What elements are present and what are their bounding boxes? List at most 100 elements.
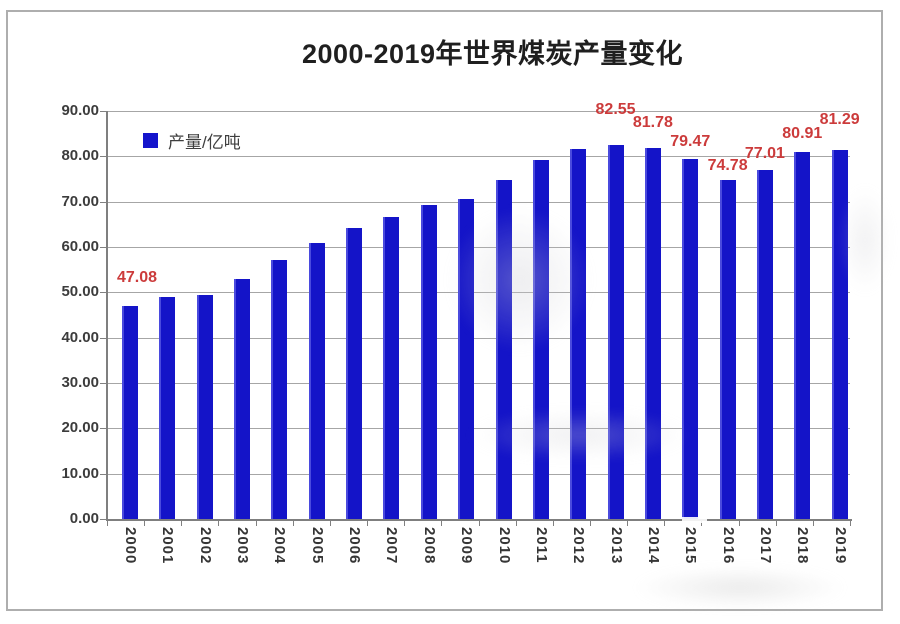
bar-2009 <box>458 199 475 519</box>
bar-2015 <box>682 158 699 519</box>
x-axis-label-2004: 2004 <box>271 527 289 565</box>
bar-2004 <box>271 260 288 519</box>
y-tick-mark <box>100 156 107 158</box>
x-axis-label-2003: 2003 <box>234 527 252 565</box>
y-axis-tick-label: 30.00 <box>61 374 99 391</box>
x-axis-label-2019: 2019 <box>831 527 849 565</box>
x-tick-mark <box>701 521 703 526</box>
x-tick-mark <box>218 521 220 526</box>
y-axis-tick-label: 80.00 <box>61 147 99 165</box>
bar-2014 <box>644 148 661 519</box>
bar-2000 <box>122 305 138 519</box>
y-tick-mark <box>100 473 107 475</box>
x-tick-mark <box>552 521 554 526</box>
y-tick-mark <box>100 292 107 294</box>
bar-2005 <box>308 242 325 519</box>
x-tick-mark <box>181 521 183 526</box>
x-tick-mark <box>441 521 443 526</box>
x-axis-label-2013: 2013 <box>607 527 625 565</box>
x-tick-mark <box>144 521 146 526</box>
x-axis-label-2002: 2002 <box>196 527 214 565</box>
legend-series-label: 产量/亿吨 <box>168 133 241 152</box>
x-axis-label-2007: 2007 <box>383 527 401 565</box>
x-axis-label-2010: 2010 <box>495 527 513 565</box>
y-axis-tick-label: 40.00 <box>61 328 99 346</box>
bar-2006 <box>346 227 363 519</box>
y-tick-mark <box>100 337 107 339</box>
y-axis-tick-label: 90.00 <box>61 102 99 119</box>
y-axis-tick-label: 70.00 <box>61 192 99 210</box>
chart-legend: 产量/亿吨 <box>143 128 241 153</box>
x-tick-mark <box>589 521 591 526</box>
y-axis-tick-label: 60.00 <box>61 238 99 255</box>
y-tick-mark <box>100 428 107 430</box>
chart-outer-frame <box>6 10 883 611</box>
x-axis-line <box>106 519 852 521</box>
bar-2016 <box>719 179 736 519</box>
data-label-2017: 77.01 <box>744 144 785 162</box>
x-tick-mark <box>107 521 108 526</box>
y-tick-mark <box>100 247 107 248</box>
x-axis-label-2000: 2000 <box>122 527 139 565</box>
x-axis-label-2011: 2011 <box>532 527 550 564</box>
gridline-40 <box>107 337 850 339</box>
x-axis-label-2015: 2015 <box>682 527 700 565</box>
x-axis-label-2005: 2005 <box>308 527 326 565</box>
x-tick-mark <box>850 521 851 526</box>
x-axis-label-2012: 2012 <box>570 527 588 565</box>
data-label-2014: 81.78 <box>632 114 673 132</box>
x-tick-mark <box>627 521 629 526</box>
x-axis-label-2018: 2018 <box>794 527 812 565</box>
x-tick-mark <box>738 521 740 526</box>
gridline-30 <box>107 383 850 384</box>
bar-2008 <box>420 205 437 519</box>
y-axis-tick-label: 10.00 <box>61 464 99 482</box>
x-tick-mark <box>329 521 331 526</box>
y-axis-tick-label: 50.00 <box>61 283 99 301</box>
y-tick-mark <box>100 519 107 520</box>
y-tick-mark <box>100 383 107 384</box>
bar-2018 <box>794 152 811 519</box>
x-axis-label-2009: 2009 <box>458 527 476 565</box>
bar-2011 <box>532 159 549 519</box>
x-axis-label-2006: 2006 <box>346 527 364 565</box>
bar-2017 <box>756 169 773 519</box>
bar-2010 <box>495 180 512 519</box>
data-label-2018: 80.91 <box>782 125 823 143</box>
x-axis-label-2016: 2016 <box>719 527 737 565</box>
x-tick-mark <box>775 521 777 526</box>
gridline-50 <box>107 292 850 294</box>
legend-color-swatch-icon <box>143 133 158 148</box>
bar-2013 <box>607 144 624 519</box>
x-tick-mark <box>515 521 517 526</box>
x-axis-label-2008: 2008 <box>420 527 438 565</box>
bar-2002 <box>196 294 213 519</box>
data-label-2016: 74.78 <box>707 156 748 174</box>
y-tick-mark <box>100 111 107 112</box>
bar-2012 <box>570 148 587 519</box>
data-label-2019: 81.29 <box>819 111 860 129</box>
bar-2003 <box>234 278 251 519</box>
bar-2001 <box>159 297 176 519</box>
gridline-70 <box>107 201 850 203</box>
gridline-60 <box>107 247 850 248</box>
x-tick-mark <box>255 521 257 526</box>
gridline-10 <box>107 473 850 475</box>
x-tick-mark <box>404 521 406 526</box>
x-axis-label-2001: 2001 <box>159 527 177 565</box>
gridline-20 <box>107 428 850 430</box>
gridline-80 <box>107 156 850 158</box>
x-axis-label-2014: 2014 <box>644 527 662 565</box>
data-label-2013: 82.55 <box>595 100 636 118</box>
y-axis-tick-label: 0.00 <box>69 510 99 527</box>
y-axis-tick-label: 20.00 <box>61 419 99 437</box>
bar-2007 <box>383 217 400 519</box>
data-label-2000: 47.08 <box>116 268 158 286</box>
x-tick-mark <box>664 521 666 526</box>
x-tick-mark <box>478 521 480 526</box>
x-tick-mark <box>812 521 814 526</box>
gridline-90 <box>107 111 850 112</box>
y-tick-mark <box>100 201 107 203</box>
bar-2019 <box>831 150 848 519</box>
